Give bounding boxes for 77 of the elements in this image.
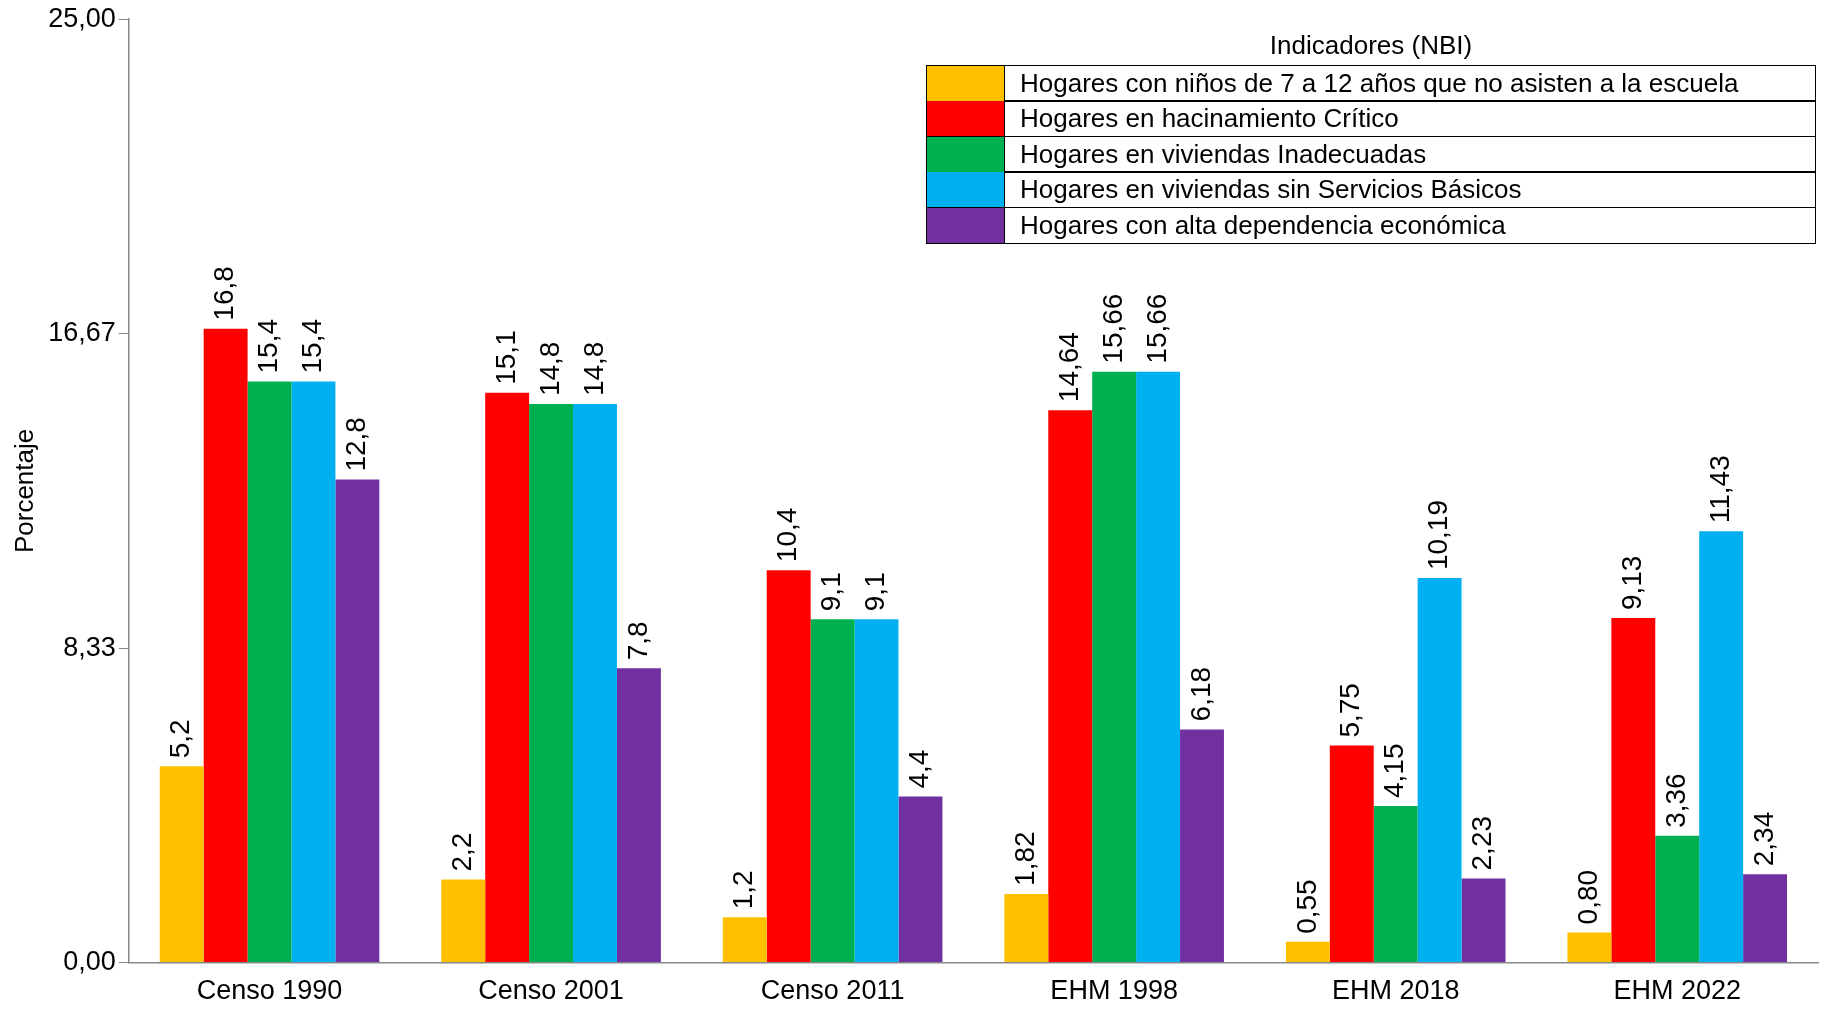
- data-label: 9,1: [859, 572, 891, 612]
- data-label: 15,4: [296, 318, 328, 374]
- bar: [291, 381, 336, 963]
- data-label: 10,4: [771, 507, 803, 563]
- bar: [854, 619, 899, 963]
- bar: [1180, 729, 1224, 963]
- y-tick-label: 25,00: [48, 2, 116, 33]
- bar: [159, 766, 204, 963]
- bar: [1048, 410, 1093, 963]
- data-label: 10,19: [1422, 499, 1454, 571]
- bar: [247, 381, 292, 963]
- data-label: 2,34: [1747, 811, 1779, 867]
- data-label: 12,8: [340, 417, 372, 472]
- data-label: 1,2: [727, 870, 759, 910]
- bar: [529, 404, 574, 963]
- bar: [1092, 371, 1137, 963]
- data-label: 15,1: [489, 330, 521, 385]
- x-tick-label: EHM 2018: [1331, 975, 1460, 1006]
- bar: [1417, 578, 1462, 963]
- data-label: 15,66: [1140, 293, 1172, 364]
- bar: [335, 479, 380, 963]
- legend-label: Hogares en viviendas sin Servicios Básicos: [1019, 173, 1523, 207]
- bar: [722, 917, 767, 963]
- data-label: 11,43: [1703, 455, 1735, 524]
- bar: [441, 879, 486, 963]
- x-tick-label: EHM 1998: [1050, 975, 1178, 1006]
- data-label: 6,18: [1184, 666, 1216, 722]
- bar: [1567, 932, 1612, 963]
- bar: [573, 404, 617, 963]
- bar: [1285, 941, 1330, 963]
- bar: [1136, 371, 1181, 963]
- legend-label: Hogares con alta dependencia económica: [1019, 208, 1507, 242]
- bar: [485, 392, 530, 963]
- data-label: 15,66: [1096, 293, 1128, 364]
- bar: [898, 796, 943, 963]
- bar: [810, 619, 855, 963]
- y-axis-title: Porcentaje: [8, 428, 39, 554]
- data-label: 9,13: [1616, 555, 1648, 611]
- legend-title: Indicadores (NBI): [1268, 29, 1474, 63]
- legend-label: Hogares en viviendas Inadecuadas: [1019, 137, 1428, 171]
- bar: [1004, 893, 1049, 963]
- data-label: 14,64: [1052, 332, 1084, 403]
- data-label: 1,82: [1009, 831, 1041, 886]
- x-tick-label: Censo 1990: [196, 975, 343, 1006]
- y-tick-label: 0,00: [63, 946, 116, 977]
- data-label: 4,15: [1378, 743, 1410, 798]
- data-label: 2,23: [1466, 815, 1498, 871]
- bar: [766, 570, 811, 963]
- data-label: 4,4: [903, 749, 935, 789]
- data-label: 16,8: [208, 266, 240, 321]
- data-label: 5,75: [1334, 683, 1366, 738]
- bar: [1611, 618, 1656, 963]
- data-label: 0,80: [1572, 869, 1604, 925]
- data-label: 5,2: [164, 719, 196, 759]
- data-label: 0,55: [1290, 879, 1322, 934]
- x-tick-label: Censo 2011: [760, 975, 905, 1006]
- y-tick-label: 16,67: [48, 316, 116, 347]
- bar: [1461, 878, 1506, 963]
- bar: [1329, 745, 1374, 963]
- data-label: 14,8: [533, 341, 565, 397]
- legend-label: Hogares en hacinamiento Crítico: [1019, 102, 1400, 136]
- bar: [1699, 531, 1744, 963]
- y-tick-label: 8,33: [63, 631, 116, 662]
- data-label: 3,36: [1659, 773, 1691, 828]
- bar: [616, 668, 661, 963]
- data-label: 2,2: [445, 832, 477, 872]
- data-label: 7,8: [621, 621, 653, 661]
- bar: [1655, 835, 1700, 963]
- bar: [1373, 806, 1418, 963]
- bar: [1743, 874, 1788, 963]
- data-label: 15,4: [252, 318, 284, 374]
- data-label: 14,8: [577, 341, 609, 397]
- data-label: 9,1: [815, 572, 847, 612]
- bar: [203, 328, 248, 963]
- x-tick-label: EHM 2022: [1613, 975, 1742, 1006]
- legend-label: Hogares con niños de 7 a 12 años que no asisten a la escuela: [1019, 66, 1740, 100]
- x-tick-label: Censo 2001: [478, 975, 624, 1006]
